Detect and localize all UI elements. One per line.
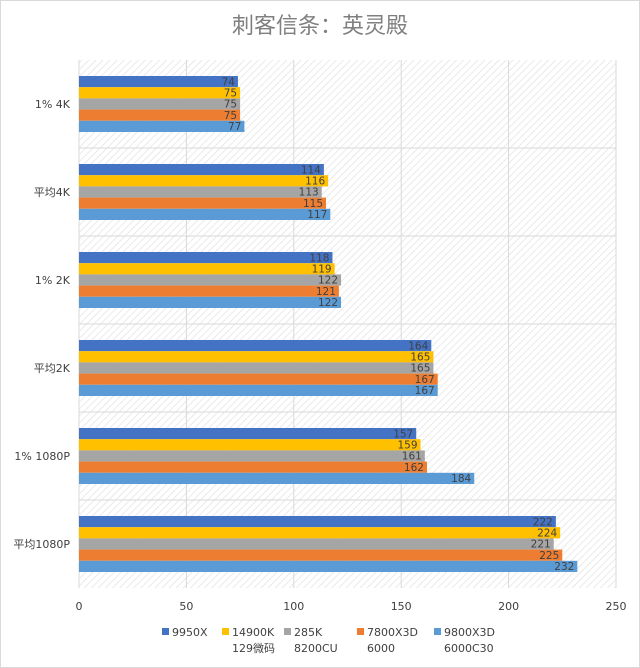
bar-s0-c2 xyxy=(79,252,333,264)
bar-s4-c4 xyxy=(79,472,475,484)
legend-label-2-0: 285K xyxy=(294,626,323,639)
bar-s3-c0 xyxy=(79,109,241,121)
data-label-s3-c5: 225 xyxy=(539,550,559,562)
data-label-s3-c2: 121 xyxy=(316,286,336,298)
data-label-s2-c5: 221 xyxy=(531,539,551,551)
legend-label-1-1: 129微码 xyxy=(232,641,275,655)
x-tick-labels: 0 50 100 150 200 250 xyxy=(76,600,627,613)
x-tick-label-3: 150 xyxy=(391,600,412,613)
x-tick-label-0: 0 xyxy=(76,600,83,613)
data-label-s2-c3: 165 xyxy=(410,363,430,375)
category-label-1: 平均4K xyxy=(34,186,71,199)
bar-s2-c1 xyxy=(79,186,322,198)
data-label-s1-c2: 119 xyxy=(312,264,332,276)
data-label-s4-c4: 184 xyxy=(451,473,471,485)
category-labels: 1% 4K 平均4K 1% 2K 平均2K 1% 1080P 平均1080P xyxy=(13,98,70,551)
data-label-s1-c1: 116 xyxy=(305,176,325,188)
bar-s2-c2 xyxy=(79,274,342,286)
x-tick-label-5: 250 xyxy=(606,600,627,613)
bar-s0-c4 xyxy=(79,428,417,440)
category-label-5: 平均1080P xyxy=(13,538,70,551)
legend-swatch-3 xyxy=(357,628,364,635)
data-label-s4-c3: 167 xyxy=(415,385,435,397)
data-label-s1-c3: 165 xyxy=(410,352,430,364)
legend-swatch-4 xyxy=(434,628,441,635)
data-label-s3-c4: 162 xyxy=(404,462,424,474)
legend: 9950X 14900K 129微码 285K 8200CU 7800X3D 6000 980… xyxy=(162,626,495,655)
bar-s3-c3 xyxy=(79,373,438,385)
category-label-4: 1% 1080P xyxy=(14,450,70,463)
bar-s4-c1 xyxy=(79,208,331,220)
chart-title: 刺客信条：英灵殿 xyxy=(232,14,408,39)
bar-s4-c2 xyxy=(79,296,342,308)
bar-s3-c5 xyxy=(79,549,563,561)
bar-s1-c5 xyxy=(79,527,561,539)
gridlines xyxy=(78,60,617,588)
x-tick-label-1: 50 xyxy=(179,600,193,613)
data-label-s2-c4: 161 xyxy=(402,451,422,463)
bar-s1-c1 xyxy=(79,175,329,187)
legend-swatch-0 xyxy=(162,628,169,635)
data-label-s0-c2: 118 xyxy=(309,252,329,264)
legend-label-2-1: 8200CU xyxy=(294,642,338,655)
bar-s2-c0 xyxy=(79,98,241,110)
bar-s1-c2 xyxy=(79,263,335,275)
legend-label-4-0: 9800X3D xyxy=(444,626,495,639)
category-label-2: 1% 2K xyxy=(35,274,71,287)
data-label-s2-c1: 113 xyxy=(299,187,319,199)
bar-s2-c5 xyxy=(79,538,554,550)
category-label-3: 平均2K xyxy=(34,362,71,375)
data-label-s0-c5: 222 xyxy=(533,516,553,528)
data-label-s1-c4: 159 xyxy=(397,440,417,452)
x-tick-label-2: 100 xyxy=(283,600,304,613)
bar-s3-c4 xyxy=(79,461,427,473)
data-label-s4-c2: 122 xyxy=(318,297,338,309)
legend-label-3-1: 6000 xyxy=(367,642,395,655)
data-label-s2-c0: 75 xyxy=(224,99,237,111)
data-label-s3-c3: 167 xyxy=(415,374,435,386)
data-label-s0-c1: 114 xyxy=(301,164,321,176)
data-label-s4-c0: 77 xyxy=(228,121,241,133)
data-label-s1-c0: 75 xyxy=(224,88,237,100)
x-tick-label-4: 200 xyxy=(498,600,519,613)
legend-swatch-2 xyxy=(284,628,291,635)
data-label-s0-c0: 74 xyxy=(222,76,236,88)
bar-s2-c4 xyxy=(79,450,425,462)
data-labels: 7475757577114116113115117118119122121122… xyxy=(222,76,575,573)
bar-s1-c3 xyxy=(79,351,434,363)
data-label-s3-c1: 115 xyxy=(303,198,323,210)
bar-s0-c5 xyxy=(79,516,556,528)
bar-s0-c3 xyxy=(79,340,432,352)
bar-s4-c0 xyxy=(79,120,245,132)
data-label-s4-c5: 232 xyxy=(554,561,574,573)
bar-s0-c1 xyxy=(79,164,324,176)
bar-s4-c3 xyxy=(79,384,438,396)
data-label-s4-c1: 117 xyxy=(307,209,327,221)
legend-swatch-1 xyxy=(222,628,229,635)
bar-s4-c5 xyxy=(79,560,578,572)
legend-label-4-1: 6000C30 xyxy=(444,642,494,655)
data-label-s1-c5: 224 xyxy=(537,528,557,540)
bar-s2-c3 xyxy=(79,362,434,374)
legend-label-3-0: 7800X3D xyxy=(367,626,418,639)
bar-s0-c0 xyxy=(79,76,238,88)
legend-label-1-0: 14900K xyxy=(232,626,275,639)
data-label-s0-c3: 164 xyxy=(408,340,428,352)
bar-s3-c1 xyxy=(79,197,327,209)
legend-label-0-0: 9950X xyxy=(172,626,208,639)
bar-s1-c0 xyxy=(79,87,241,99)
bar-s1-c4 xyxy=(79,439,421,451)
data-label-s3-c0: 75 xyxy=(224,110,237,122)
data-label-s0-c4: 157 xyxy=(393,428,413,440)
data-label-s2-c2: 122 xyxy=(318,275,338,287)
category-label-0: 1% 4K xyxy=(35,98,71,111)
bar-s3-c2 xyxy=(79,285,339,297)
bars xyxy=(79,76,578,572)
